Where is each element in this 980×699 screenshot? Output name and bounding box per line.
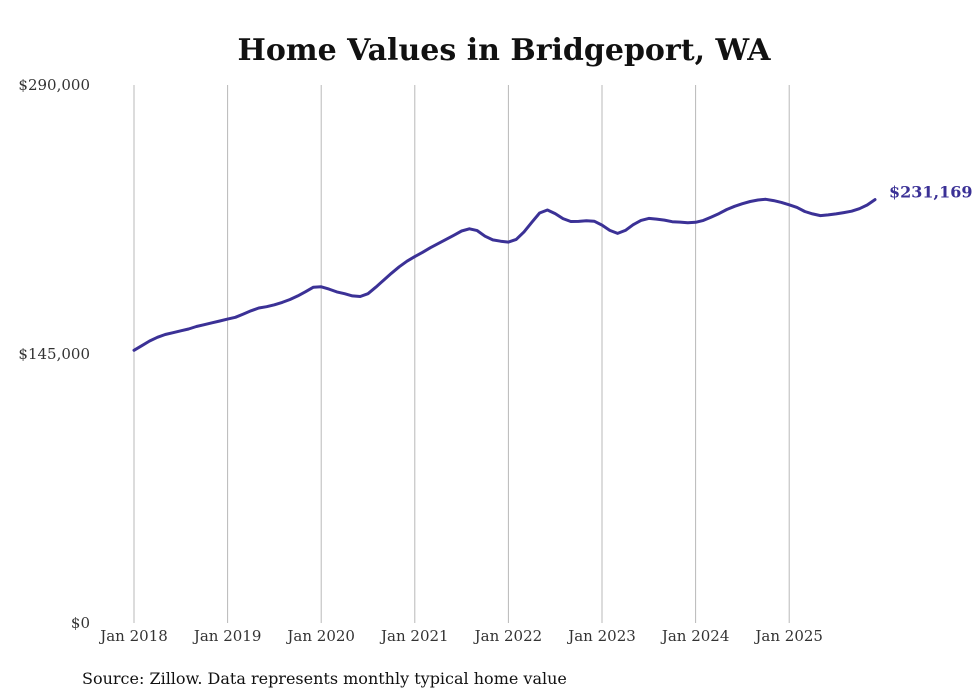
x-tick-label: Jan 2023 xyxy=(566,627,636,645)
y-tick-label: $145,000 xyxy=(18,345,90,363)
x-tick-label: Jan 2019 xyxy=(192,627,262,645)
y-axis-ticks: $0 $145,000 $290,000 xyxy=(18,76,90,632)
y-tick-label: $290,000 xyxy=(18,76,90,94)
x-tick-label: Jan 2018 xyxy=(98,627,168,645)
source-note: Source: Zillow. Data represents monthly … xyxy=(82,669,567,688)
y-tick-label: $0 xyxy=(71,614,90,632)
last-value-label: $231,169 xyxy=(889,183,973,202)
x-tick-label: Jan 2020 xyxy=(285,627,355,645)
home-value-line xyxy=(132,197,877,352)
x-tick-label: Jan 2021 xyxy=(379,627,449,645)
x-tick-label: Jan 2024 xyxy=(660,627,730,645)
x-tick-label: Jan 2022 xyxy=(473,627,543,645)
vertical-gridlines xyxy=(133,85,790,623)
chart-title: Home Values in Bridgeport, WA xyxy=(237,33,771,68)
x-tick-label: Jan 2025 xyxy=(753,627,823,645)
x-axis-ticks: Jan 2018 Jan 2019 Jan 2020 Jan 2021 Jan 2022… xyxy=(98,627,823,645)
